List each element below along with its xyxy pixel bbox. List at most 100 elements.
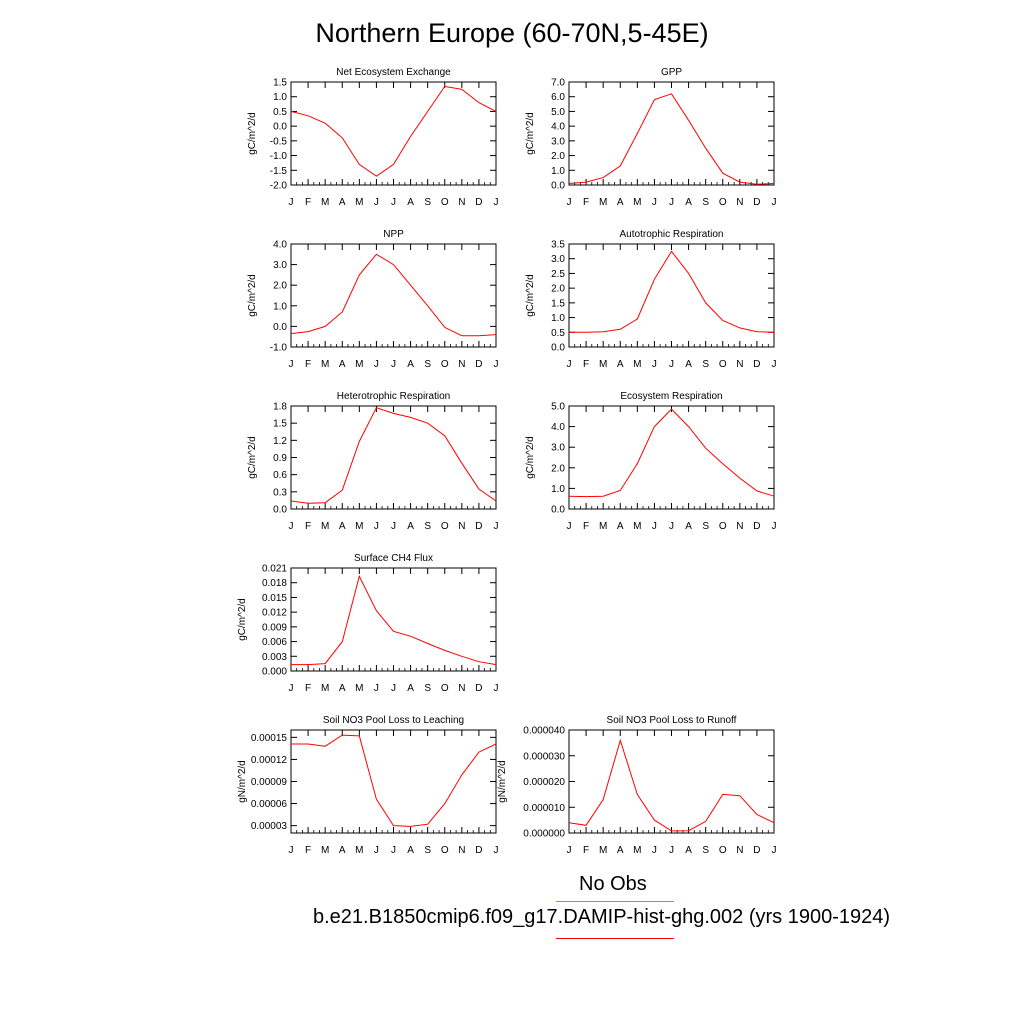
y-tick-label: 0.000040 <box>523 726 565 737</box>
x-tick-label: A <box>339 197 346 208</box>
x-tick-label: J <box>669 359 674 370</box>
x-tick-label: M <box>321 359 329 370</box>
y-tick-label: 0.00003 <box>251 821 288 832</box>
y-tick-label: 1.5 <box>273 419 287 430</box>
x-tick-label: J <box>374 521 379 532</box>
x-tick-label: J <box>669 845 674 856</box>
x-tick-label: F <box>583 845 589 856</box>
x-tick-label: D <box>753 197 760 208</box>
x-tick-label: M <box>599 845 607 856</box>
x-tick-label: D <box>475 845 482 856</box>
y-tick-label: 3.5 <box>551 240 565 251</box>
x-tick-label: F <box>305 359 311 370</box>
x-tick-label: A <box>685 521 692 532</box>
x-tick-label: S <box>702 197 709 208</box>
x-tick-label: N <box>458 359 465 370</box>
series-line-0 <box>568 93 775 185</box>
x-tick-label: N <box>736 845 743 856</box>
y-axis-label: gC/m^2/d <box>525 436 536 479</box>
y-tick-label: 0.00015 <box>251 733 288 744</box>
x-tick-label: M <box>633 521 641 532</box>
y-tick-label: -2.0 <box>270 181 288 192</box>
x-tick-label: J <box>289 683 294 694</box>
x-tick-label: J <box>494 359 499 370</box>
x-tick-label: A <box>407 521 414 532</box>
panel-title: Ecosystem Respiration <box>620 391 722 402</box>
y-tick-label: 2.5 <box>551 269 565 280</box>
y-tick-label: 0.3 <box>273 487 287 498</box>
x-tick-label: F <box>305 683 311 694</box>
x-tick-label: F <box>583 359 589 370</box>
x-tick-label: A <box>617 845 624 856</box>
y-tick-label: 4.0 <box>551 122 565 133</box>
x-tick-label: N <box>458 521 465 532</box>
x-tick-label: S <box>702 845 709 856</box>
x-tick-label: F <box>305 197 311 208</box>
series-line-0 <box>290 85 497 177</box>
x-tick-label: J <box>391 845 396 856</box>
x-tick-label: D <box>475 359 482 370</box>
y-tick-label: 1.0 <box>273 301 287 312</box>
x-tick-label: M <box>633 845 641 856</box>
y-tick-label: 3.0 <box>551 136 565 147</box>
x-tick-label: J <box>652 359 657 370</box>
y-tick-label: 0.003 <box>262 652 287 663</box>
x-tick-label: F <box>305 521 311 532</box>
x-tick-label: J <box>652 845 657 856</box>
y-tick-label: 0.0 <box>273 122 287 133</box>
y-tick-label: 0.9 <box>273 453 287 464</box>
y-tick-label: -1.0 <box>270 343 288 354</box>
y-tick-label: 3.0 <box>551 443 565 454</box>
y-tick-label: 0.0 <box>551 181 565 192</box>
series-line-0 <box>291 574 497 666</box>
panel-title: Autotrophic Respiration <box>620 229 724 240</box>
x-tick-label: J <box>289 359 294 370</box>
x-tick-label: J <box>567 359 572 370</box>
series-line-0 <box>568 738 775 832</box>
y-tick-label: 2.0 <box>551 151 565 162</box>
x-tick-label: A <box>339 683 346 694</box>
panel-title: Net Ecosystem Exchange <box>336 67 451 78</box>
y-tick-label: 3.0 <box>273 260 287 271</box>
x-tick-label: A <box>339 521 346 532</box>
x-tick-label: J <box>652 197 657 208</box>
x-tick-label: M <box>355 359 363 370</box>
y-tick-label: 2.0 <box>551 463 565 474</box>
x-tick-label: N <box>736 521 743 532</box>
x-tick-label: J <box>391 197 396 208</box>
panel-title: Heterotrophic Respiration <box>337 391 450 402</box>
x-tick-label: A <box>339 845 346 856</box>
y-axis-label: gC/m^2/d <box>525 274 536 317</box>
y-tick-label: 1.2 <box>273 436 287 447</box>
y-tick-label: 1.5 <box>273 78 287 89</box>
y-tick-label: 3.0 <box>551 254 565 265</box>
figure-title: Northern Europe (60-70N,5-45E) <box>315 18 709 48</box>
panel-title: Soil NO3 Pool Loss to Leaching <box>323 715 464 726</box>
y-tick-label: 1.0 <box>551 166 565 177</box>
x-tick-label: M <box>599 359 607 370</box>
x-tick-label: J <box>494 197 499 208</box>
x-tick-label: D <box>753 521 760 532</box>
x-tick-label: D <box>753 845 760 856</box>
y-tick-label: 0.0 <box>273 322 287 333</box>
y-tick-label: -1.0 <box>270 151 288 162</box>
y-tick-label: 0.000010 <box>523 803 565 814</box>
y-tick-label: 0.0 <box>551 505 565 516</box>
x-tick-label: J <box>391 359 396 370</box>
x-tick-label: A <box>407 845 414 856</box>
y-tick-label: 1.5 <box>551 298 565 309</box>
legend-obs-label: No Obs <box>579 873 647 895</box>
x-tick-label: J <box>374 197 379 208</box>
x-tick-label: O <box>719 845 727 856</box>
x-tick-label: D <box>475 197 482 208</box>
x-tick-label: S <box>424 683 431 694</box>
panel-title: Surface CH4 Flux <box>354 553 433 564</box>
y-tick-label: 0.00006 <box>251 799 288 810</box>
x-tick-label: J <box>772 521 777 532</box>
